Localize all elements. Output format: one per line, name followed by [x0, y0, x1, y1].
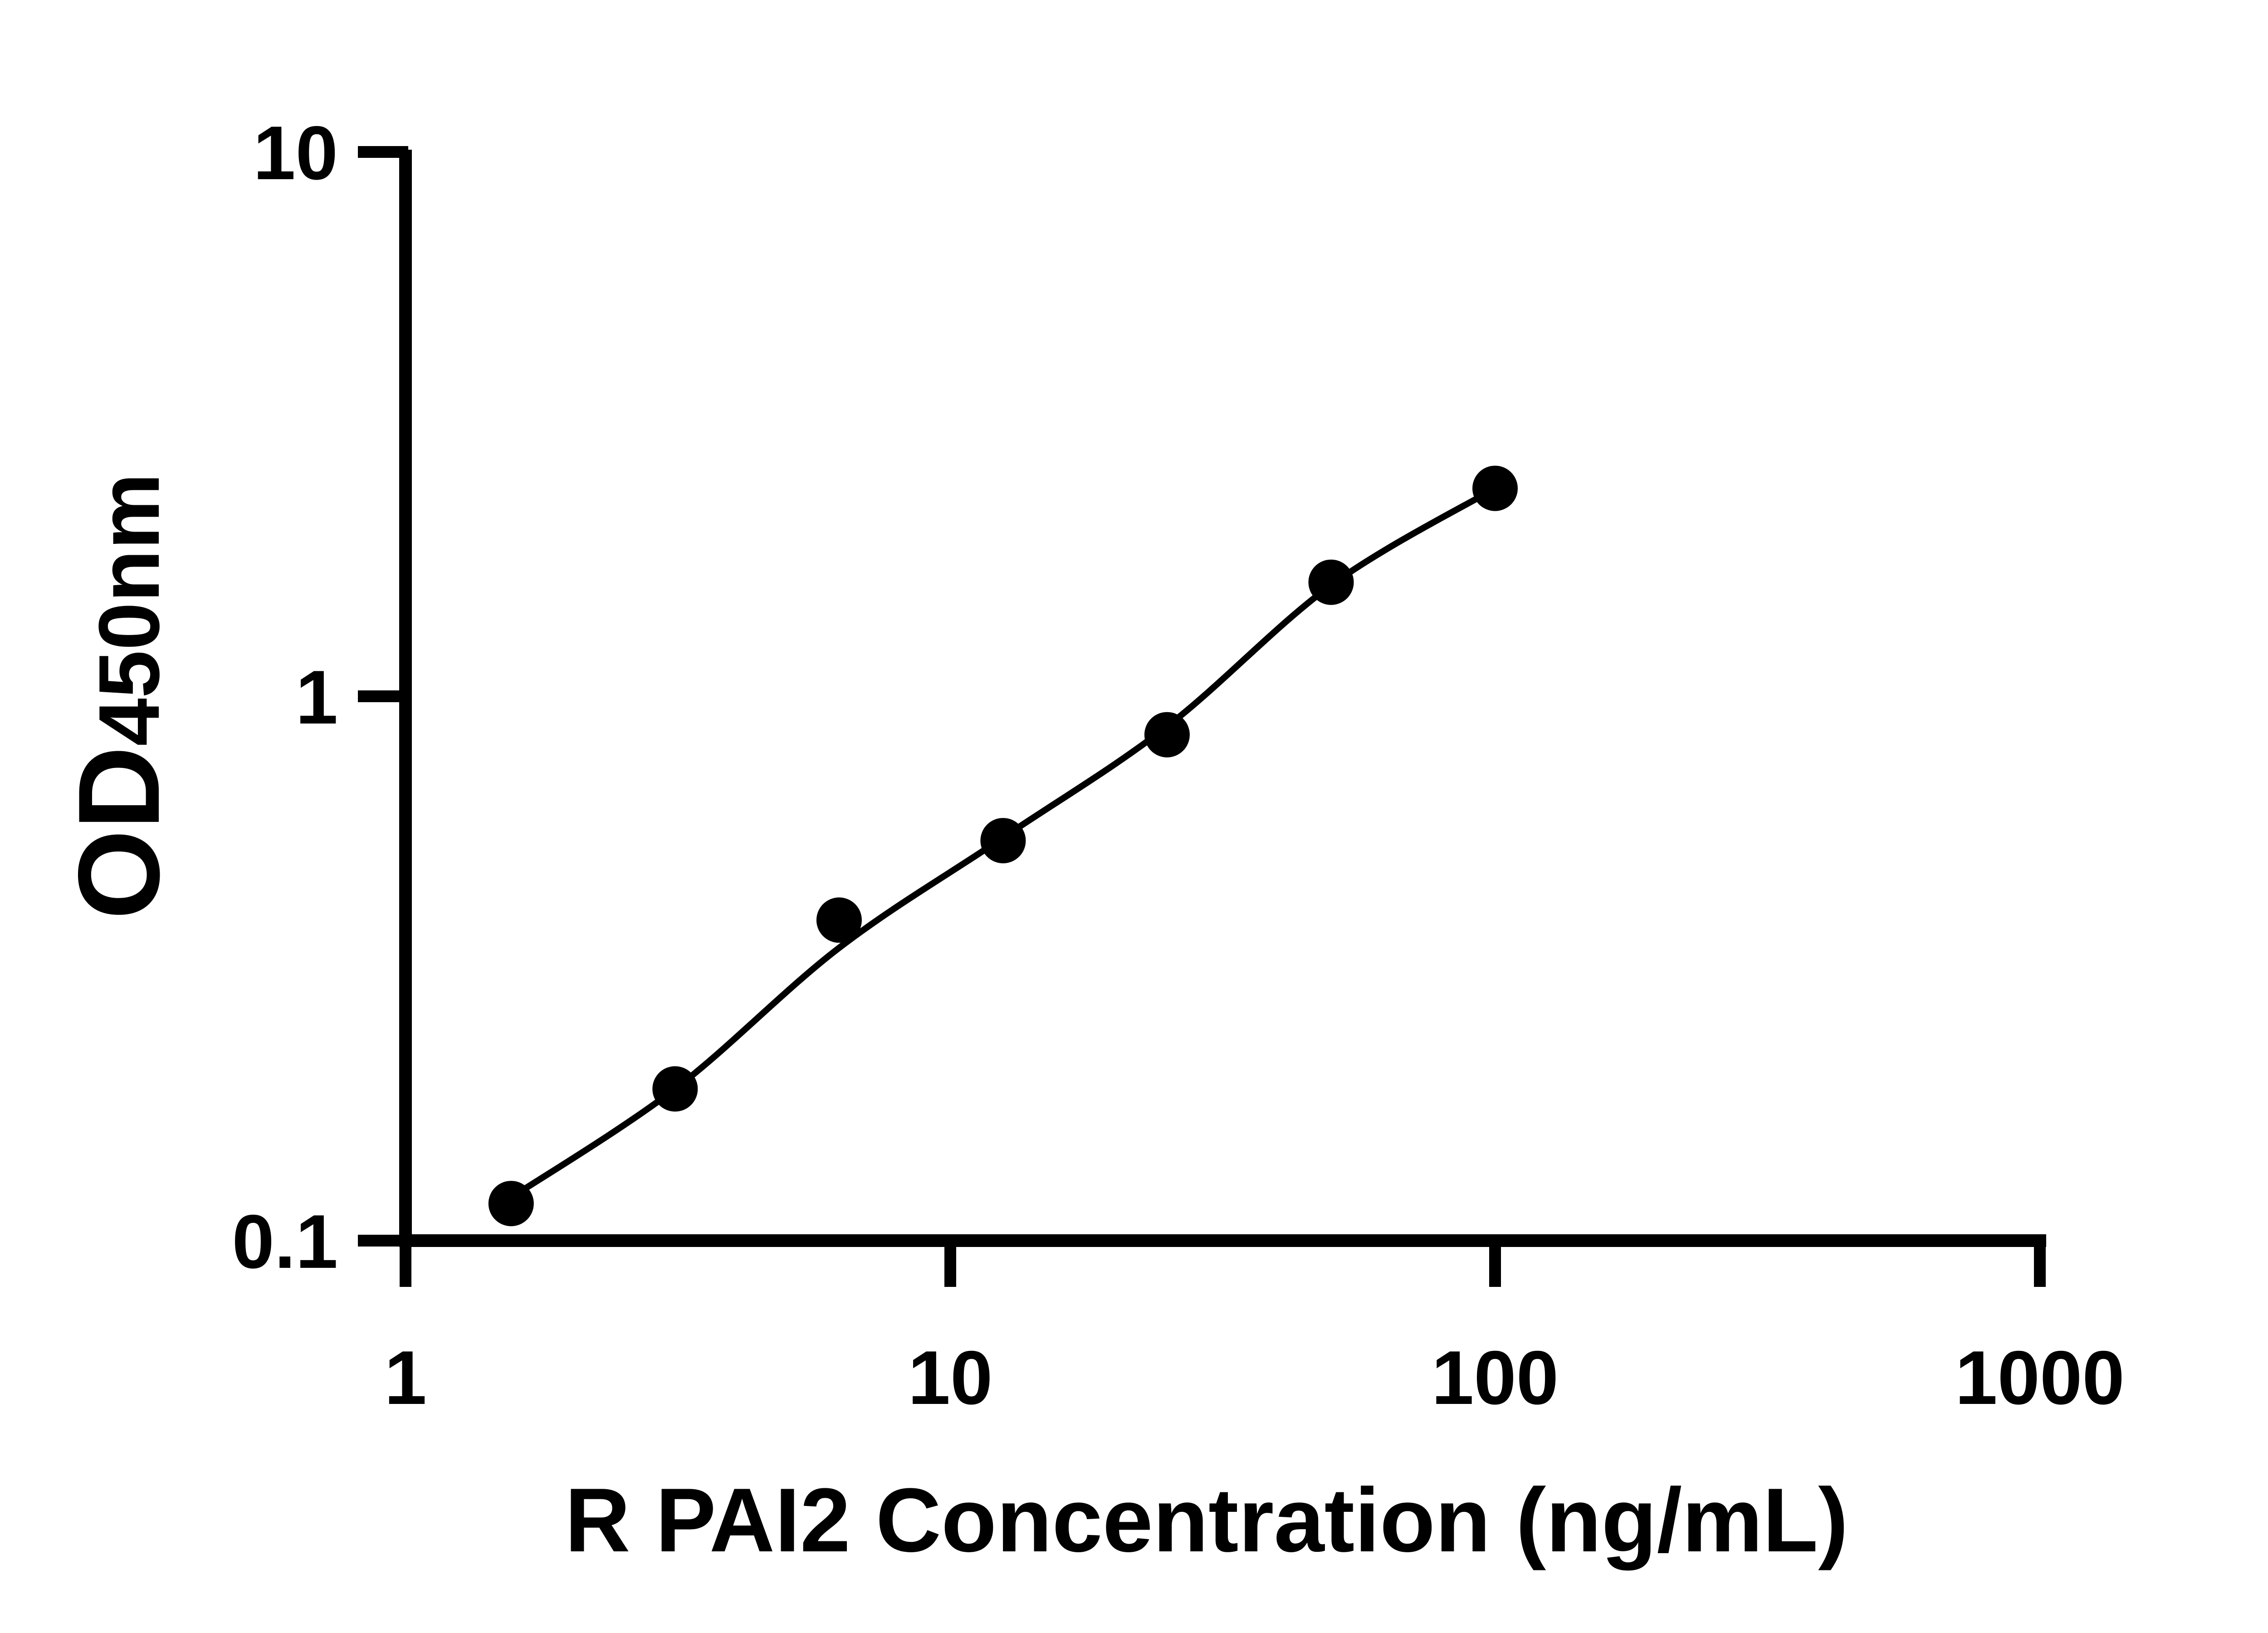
x-tick-label: 100	[1432, 1335, 1559, 1420]
x-tick-label: 1	[384, 1335, 426, 1420]
data-point	[816, 897, 862, 943]
x-tick-label: 1000	[1955, 1335, 2125, 1420]
x-axis-title: R PAI2 Concentration (ng/mL)	[565, 1470, 1848, 1571]
data-point	[1308, 559, 1354, 605]
y-axis-title: OD450nm	[54, 473, 184, 920]
y-tick-label: 0.1	[232, 1199, 338, 1284]
data-point	[488, 1181, 534, 1227]
y-axis-tick-labels: 10 1 0.1	[232, 110, 338, 1284]
x-tick-label: 10	[908, 1335, 993, 1420]
y-axis-ticks	[358, 146, 408, 1247]
data-point	[652, 1066, 698, 1112]
data-point-markers	[488, 465, 1518, 1227]
y-tick-label: 1	[296, 655, 338, 740]
y-axis-title-main: OD	[54, 746, 184, 920]
x-axis-tick-labels: 1 10 100 1000	[384, 1335, 2125, 1420]
data-point	[1144, 712, 1190, 758]
data-point	[980, 818, 1026, 864]
y-tick-label: 10	[253, 110, 338, 196]
x-axis-ticks	[400, 1241, 2046, 1287]
data-point	[1472, 465, 1518, 511]
y-axis-title-sub: 450nm	[81, 473, 177, 746]
